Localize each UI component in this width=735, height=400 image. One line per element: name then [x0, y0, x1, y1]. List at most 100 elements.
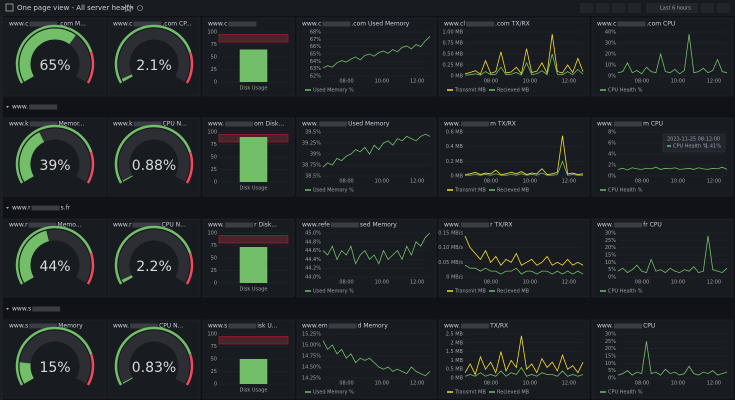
series-line: [464, 335, 584, 376]
gauge-label: 39%: [39, 158, 70, 174]
y-tick-label: 65%: [310, 52, 321, 58]
tooltip-value: 1.41%: [705, 144, 721, 150]
y-tick-label: 63%: [310, 66, 321, 72]
legend-label: CPU Health %: [608, 88, 643, 94]
y-tick-label: 0%: [608, 376, 616, 382]
star-button[interactable]: [123, 3, 133, 13]
time-range[interactable]: Last 6 hours: [660, 6, 691, 12]
x-tick-label: 08:00: [484, 179, 498, 185]
y-tick-label: 44.2%: [305, 266, 321, 272]
panel: [591, 117, 734, 197]
redacted-text: [32, 306, 61, 312]
time-picker[interactable]: [646, 3, 698, 13]
legend-label: Used Memory %: [313, 289, 354, 295]
x-label: Disk Usage: [240, 186, 268, 192]
threshold-alert: [185, 151, 194, 184]
title-text: www.: [444, 222, 460, 229]
x-tick-label: 12:00: [707, 79, 721, 85]
y-tick-label: 0.05 MB/s: [438, 260, 463, 266]
y-tick-label: 25: [211, 268, 217, 274]
title-text: www.s: [208, 323, 227, 330]
y-tick-label: 50: [211, 256, 217, 262]
y-tick-label: 0.5 MB: [446, 367, 464, 373]
title-text: CPU N...: [159, 323, 183, 330]
title-text: www.k: [113, 121, 133, 128]
y-tick-label: 67%: [310, 37, 321, 43]
side-strip: [0, 16, 3, 400]
y-tick-label: 15.00%: [302, 343, 321, 349]
title-text: www.c: [208, 21, 227, 28]
x-tick-label: 12:00: [707, 280, 721, 286]
redacted-text: [617, 21, 646, 27]
title-text: TX/RX: [489, 323, 508, 330]
y-tick-label: 0: [214, 382, 217, 388]
title-text: .com CPU: [646, 21, 675, 28]
legend-label: Transmit MB: [454, 88, 486, 94]
dashboard-icon[interactable]: [5, 3, 14, 12]
legend-label: Transmit MB: [454, 188, 486, 194]
threshold-ok: [15, 225, 93, 285]
y-tick-label: 2%: [608, 163, 616, 169]
x-tick-label: 08:00: [484, 79, 498, 85]
legend-label: Recieved MB: [497, 289, 530, 295]
y-tick-label: 10%: [605, 361, 616, 367]
tooltip-time: 2023-11-25 08:12:00: [667, 137, 720, 143]
gauge-value: [19, 362, 34, 384]
bar: [239, 49, 268, 82]
add-panel-button[interactable]: [580, 3, 593, 13]
y-tick-label: 39.5%: [305, 130, 321, 136]
y-tick-label: 100: [207, 332, 217, 338]
y-tick-label: 50: [211, 155, 217, 161]
save-button[interactable]: [596, 3, 609, 13]
y-tick-label: 15%: [605, 354, 616, 360]
y-tick-label: 44.6%: [305, 248, 321, 254]
y-tick-label: 25: [211, 369, 217, 375]
y-tick-label: 0.2 MB: [446, 159, 464, 165]
gauge-label: 2.2%: [136, 259, 172, 275]
series-line: [322, 133, 431, 168]
title-text: www.: [12, 104, 28, 111]
title-text: www.: [444, 121, 460, 128]
redacted-text: [225, 222, 254, 228]
refresh-button[interactable]: [717, 3, 730, 13]
redacted-text: [328, 323, 357, 329]
y-tick-label: 66%: [310, 44, 321, 50]
panel: [438, 117, 590, 197]
y-tick-label: 39%: [310, 152, 321, 158]
x-tick-label: 10:00: [523, 79, 537, 85]
y-tick-label: 0%: [608, 174, 616, 180]
threshold-ok: [114, 225, 192, 285]
title-text: www.c: [302, 21, 321, 28]
y-tick-label: 2.5 MB: [446, 332, 464, 338]
zoom-out-button[interactable]: [701, 3, 714, 13]
x-tick-label: 12:00: [562, 280, 576, 286]
x-tick-label: 12:00: [562, 179, 576, 185]
title-text: m TX/RX: [490, 121, 516, 128]
share-button[interactable]: [137, 5, 143, 11]
bar: [239, 137, 268, 182]
settings-button[interactable]: [612, 3, 625, 13]
y-tick-label: 44.4%: [305, 257, 321, 263]
title-text: Used Memory: [348, 121, 390, 128]
redacted-text: [319, 121, 348, 127]
threshold-ok: [15, 124, 93, 184]
y-tick-label: 8%: [608, 130, 616, 136]
tv-mode-button[interactable]: [628, 3, 641, 13]
redacted-text: [225, 121, 254, 127]
title-text: www.cl: [444, 21, 465, 28]
legend-label: Recieved MB: [497, 390, 530, 396]
x-label: Disk Usage: [240, 287, 268, 293]
gauge-label: 2.1%: [136, 58, 172, 74]
gauge-track: [118, 28, 190, 82]
x-tick-label: 08:00: [635, 381, 649, 387]
y-tick-label: 44.8%: [305, 239, 321, 245]
y-tick-label: 0 MB: [450, 74, 463, 80]
bar: [239, 247, 268, 283]
x-tick-label: 12:00: [707, 179, 721, 185]
title-text: .com M...: [58, 21, 86, 28]
title-text: .com TX/RX: [495, 21, 530, 28]
y-tick-label: 20%: [605, 245, 616, 251]
y-tick-label: 0%: [608, 74, 616, 80]
title-text: sed Memory: [360, 222, 397, 229]
x-tick-label: 12:00: [707, 381, 721, 387]
